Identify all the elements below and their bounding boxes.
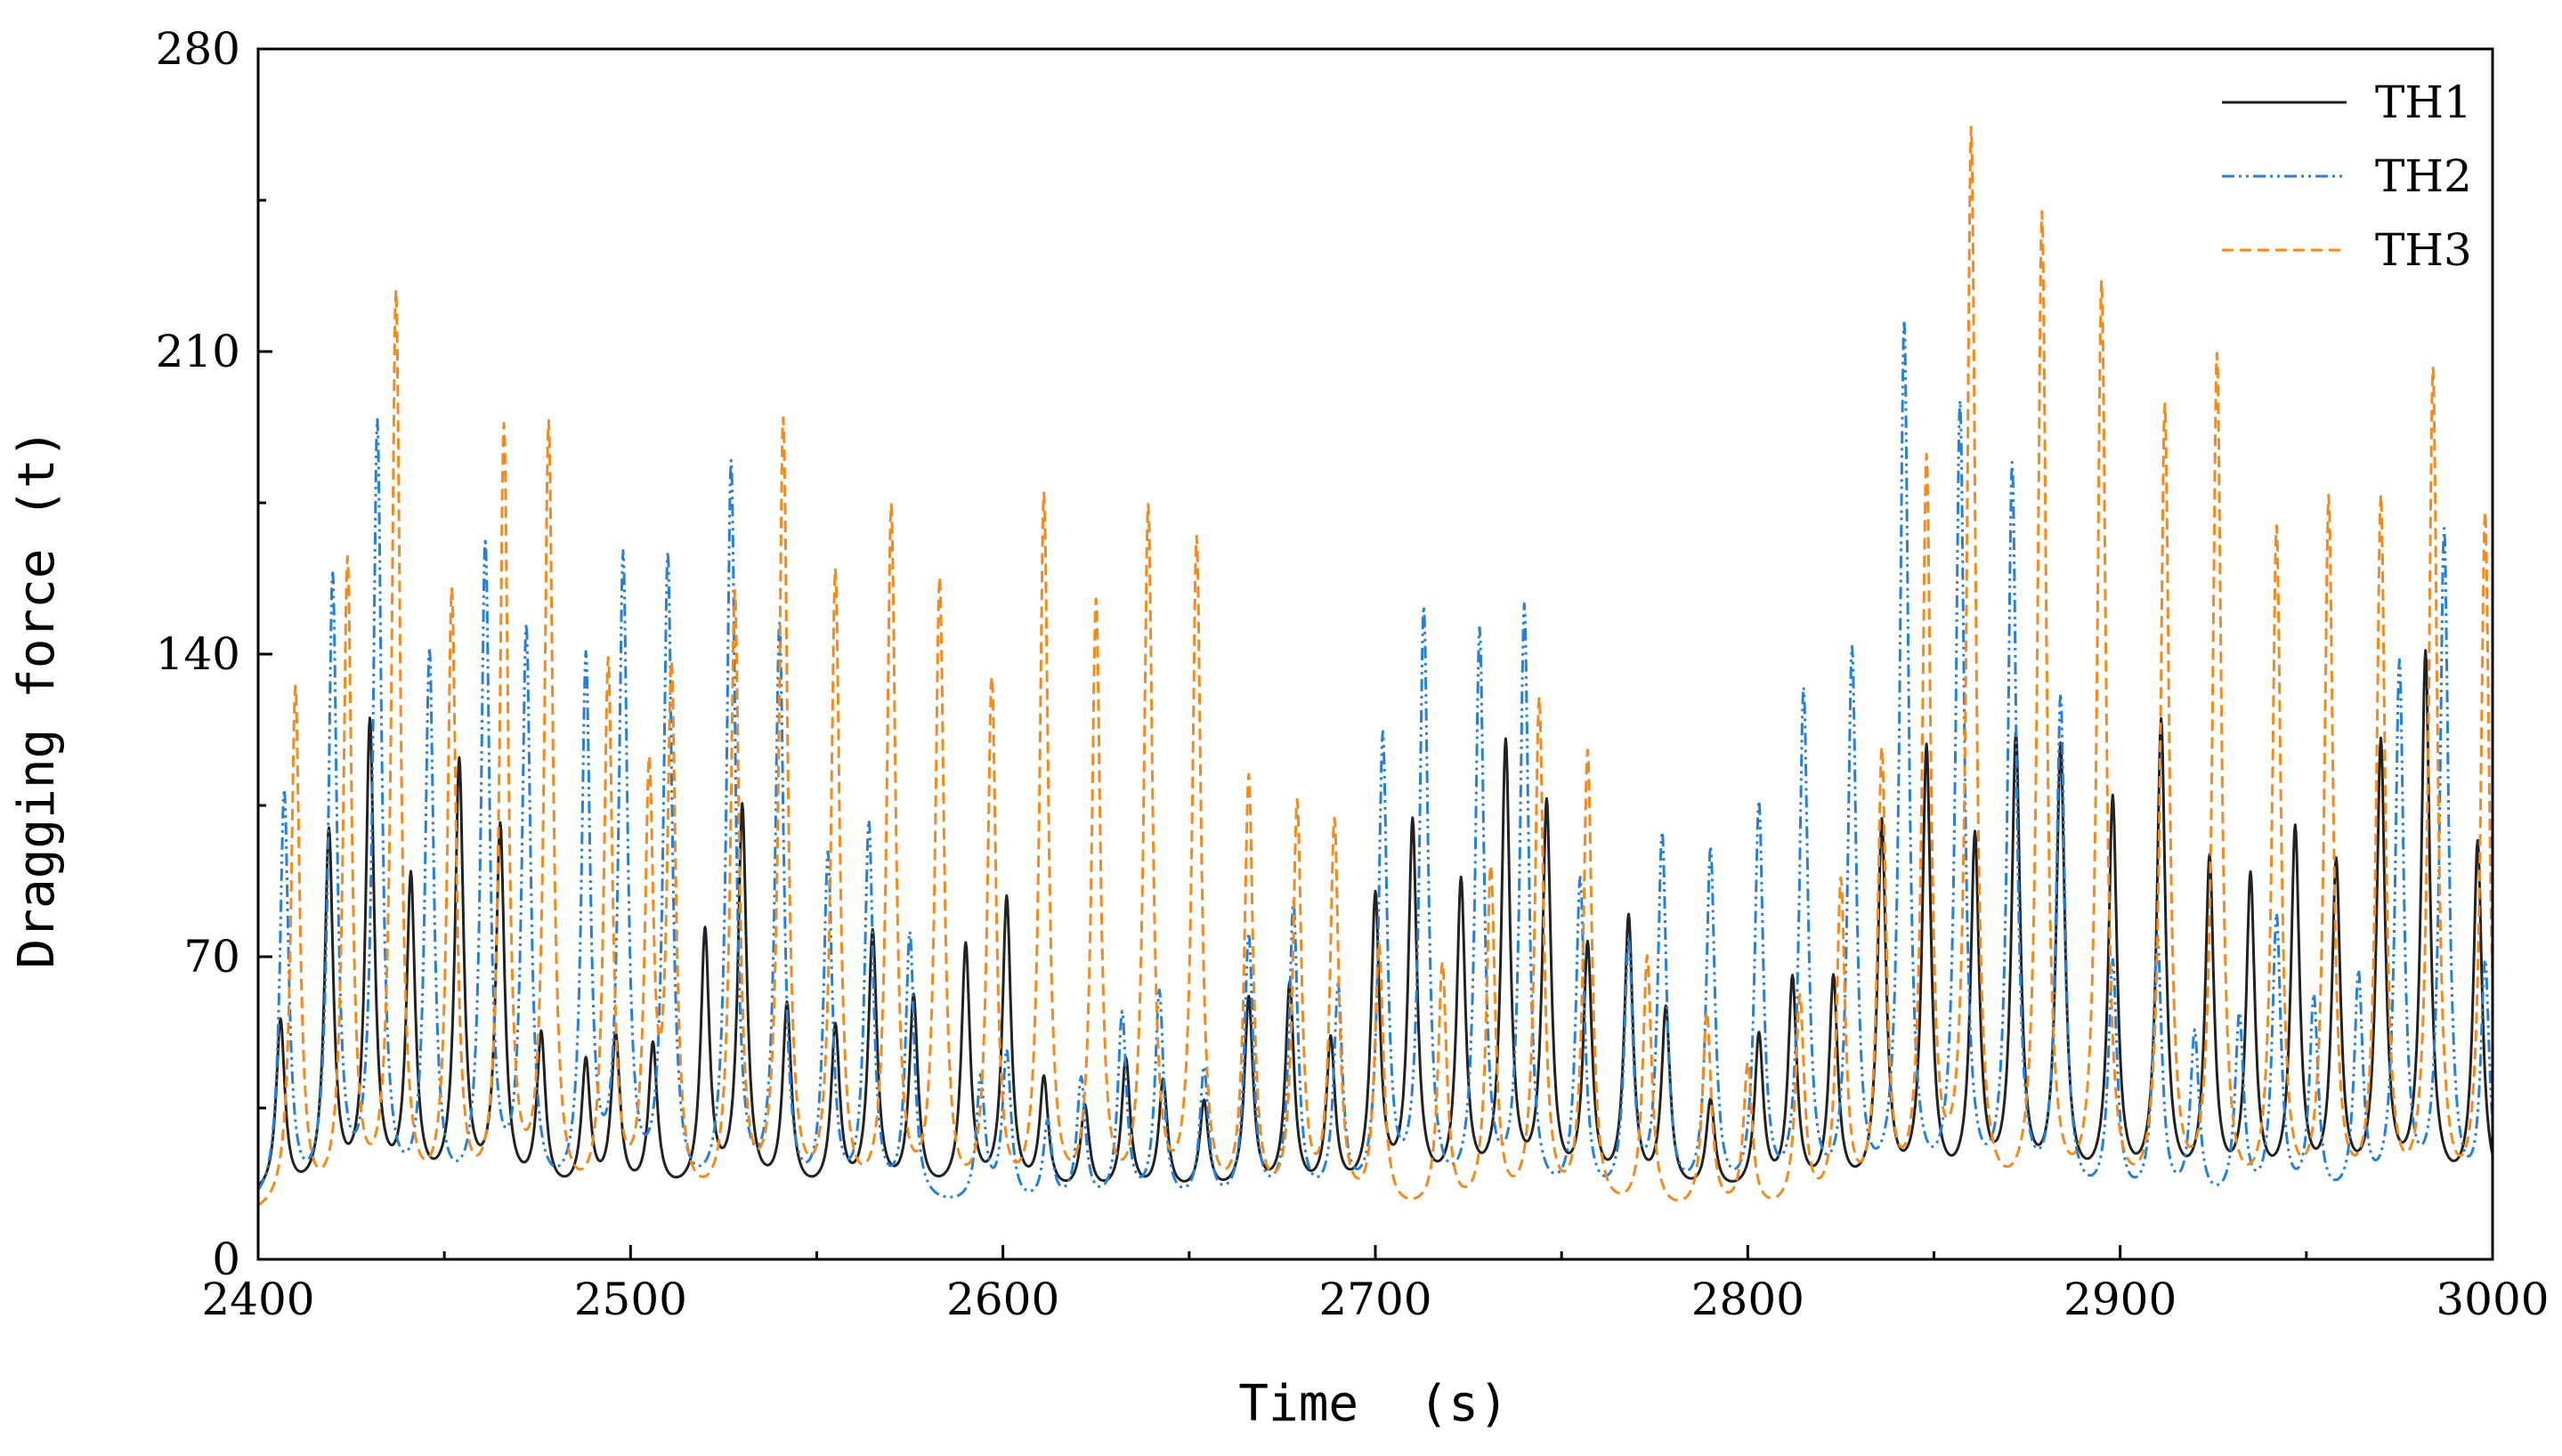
y-tick-label: 280 bbox=[156, 23, 240, 75]
plot-area bbox=[258, 125, 2493, 1207]
series-line-th3 bbox=[258, 125, 2493, 1207]
x-tick-label: 2500 bbox=[574, 1274, 687, 1325]
plot-frame bbox=[256, 47, 2494, 1261]
x-axis-title: Time (s) bbox=[1238, 1375, 1508, 1433]
legend-label-th1: TH1 bbox=[2375, 77, 2472, 128]
x-tick-label: 2600 bbox=[946, 1274, 1059, 1325]
y-tick-label: 0 bbox=[212, 1234, 240, 1285]
legend-label-th3: TH3 bbox=[2375, 224, 2472, 276]
y-axis-title: Dragging force (t) bbox=[8, 429, 66, 969]
legend-label-th2: TH2 bbox=[2375, 150, 2472, 202]
tick-labels: 2400 2500 2600 2700 2800 2900 3000 0 70 140 210 280 bbox=[156, 23, 2550, 1325]
y-tick-label: 210 bbox=[156, 326, 240, 377]
x-tick-label: 2700 bbox=[1318, 1274, 1431, 1325]
x-tick-label: 3000 bbox=[2436, 1274, 2549, 1325]
y-tick-label: 140 bbox=[156, 628, 240, 680]
x-tick-label: 2400 bbox=[201, 1274, 314, 1325]
legend: TH1 TH2 TH3 bbox=[2222, 77, 2472, 276]
x-tick-label: 2900 bbox=[2063, 1274, 2177, 1325]
x-tick-label: 2800 bbox=[1691, 1274, 1804, 1325]
series-line-th1 bbox=[258, 649, 2493, 1187]
y-tick-label: 70 bbox=[183, 931, 240, 983]
axes bbox=[256, 47, 2494, 1261]
